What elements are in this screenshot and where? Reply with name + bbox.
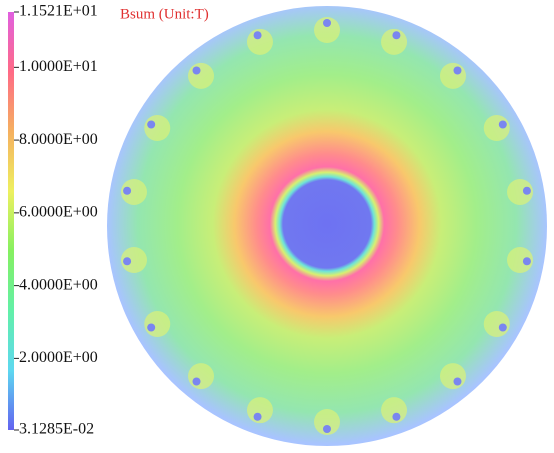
y-tick-label: 8.0000E+00	[19, 131, 98, 148]
slot-halo	[314, 409, 340, 435]
slot	[253, 412, 262, 421]
slot	[192, 377, 201, 386]
slot-halo	[246, 28, 273, 55]
slot-halo	[507, 178, 534, 205]
slot	[392, 412, 401, 421]
slot	[498, 323, 507, 332]
y-tick-label: 2.0000E+00	[19, 349, 98, 366]
slot	[522, 257, 531, 266]
slot	[147, 120, 156, 129]
y-tick-label: 1.1521E+01	[19, 3, 98, 20]
slot	[392, 31, 401, 40]
slot-halo	[439, 62, 466, 89]
slot-halo	[246, 397, 273, 424]
slot	[453, 66, 462, 75]
slot	[522, 186, 531, 195]
slot-halo	[483, 311, 510, 337]
slot-halo	[439, 363, 466, 390]
slot-halo	[144, 311, 171, 337]
slot-halo	[483, 115, 510, 141]
colorbar	[8, 12, 14, 430]
slot	[192, 66, 201, 75]
slot	[323, 425, 331, 433]
field-disk	[107, 6, 547, 446]
slot	[453, 377, 462, 386]
chart-title: Bsum (Unit:T)	[120, 6, 209, 22]
slot-halo	[381, 28, 408, 55]
slot-halo	[120, 247, 147, 274]
slot-halo	[188, 62, 215, 89]
slot-halo	[381, 397, 408, 424]
slot	[253, 31, 262, 40]
slot	[323, 19, 331, 27]
slot-halo	[507, 247, 534, 274]
slot	[147, 323, 156, 332]
slot	[123, 186, 132, 195]
slot-halo	[120, 178, 147, 205]
slot-halo	[144, 115, 171, 141]
y-tick-label: 4.0000E+00	[19, 276, 98, 293]
y-tick-label: 1.0000E+01	[19, 58, 98, 75]
slot-halo	[188, 363, 215, 390]
slot	[123, 257, 132, 266]
slot-halo	[314, 17, 340, 43]
y-tick-label: 3.1285E-02	[19, 421, 94, 438]
slot	[498, 120, 507, 129]
y-tick-label: 6.0000E+00	[19, 204, 98, 221]
